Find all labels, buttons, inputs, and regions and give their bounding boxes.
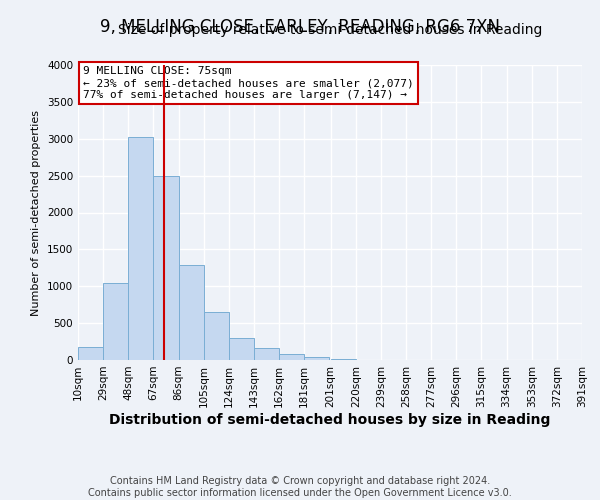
- Bar: [154, 176, 179, 360]
- Bar: [128, 137, 154, 360]
- Bar: [78, 347, 103, 360]
- Text: 9, MELLING CLOSE, EARLEY, READING, RG6 7XN: 9, MELLING CLOSE, EARLEY, READING, RG6 7…: [100, 18, 500, 36]
- Bar: [179, 265, 203, 360]
- Title: Size of property relative to semi-detached houses in Reading: Size of property relative to semi-detach…: [118, 24, 542, 38]
- Bar: [279, 354, 304, 360]
- Bar: [103, 282, 128, 360]
- Text: 9 MELLING CLOSE: 75sqm
← 23% of semi-detached houses are smaller (2,077)
77% of : 9 MELLING CLOSE: 75sqm ← 23% of semi-det…: [83, 66, 414, 100]
- Bar: [254, 348, 279, 360]
- Bar: [203, 312, 229, 360]
- Bar: [304, 356, 329, 360]
- Bar: [331, 358, 356, 360]
- X-axis label: Distribution of semi-detached houses by size in Reading: Distribution of semi-detached houses by …: [109, 412, 551, 426]
- Text: Contains HM Land Registry data © Crown copyright and database right 2024.
Contai: Contains HM Land Registry data © Crown c…: [88, 476, 512, 498]
- Y-axis label: Number of semi-detached properties: Number of semi-detached properties: [31, 110, 41, 316]
- Bar: [229, 338, 254, 360]
